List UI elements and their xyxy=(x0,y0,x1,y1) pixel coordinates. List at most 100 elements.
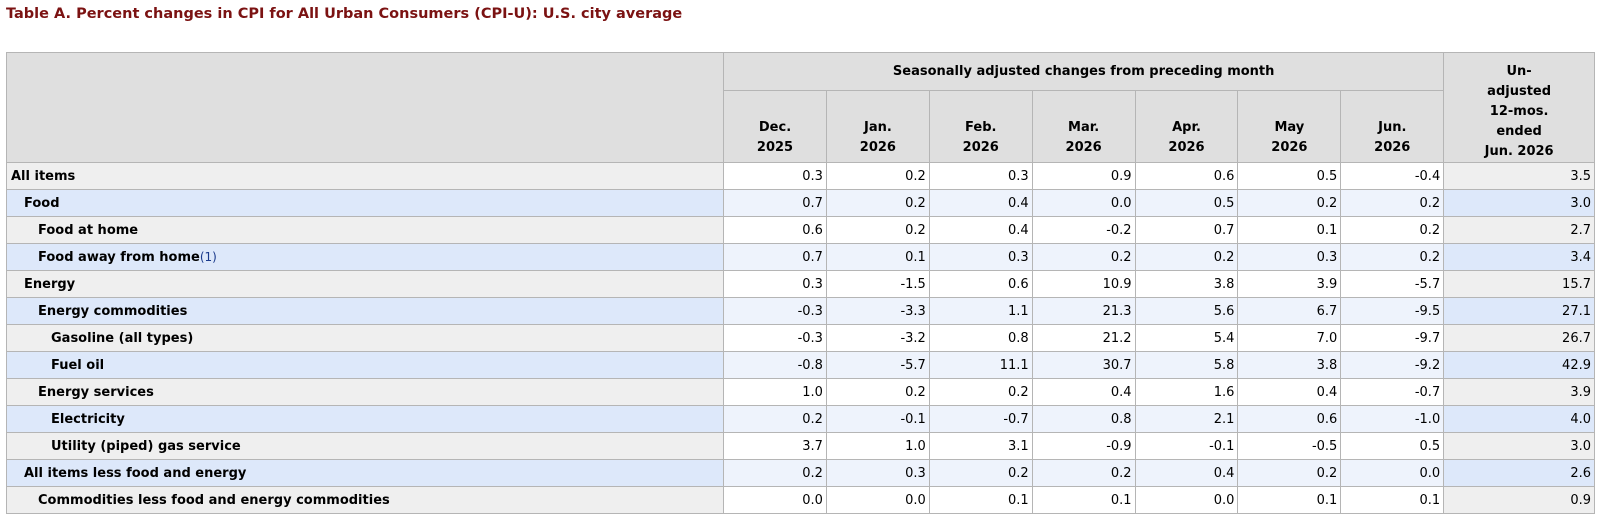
value-cell: -0.4 xyxy=(1340,162,1445,190)
value-cell: 0.1 xyxy=(1340,486,1445,514)
value-cell: 0.6 xyxy=(1134,162,1239,190)
table-row: All items less food and energy 0.2 0.3 0.2 0… xyxy=(5,459,1595,487)
value-cell: 0.3 xyxy=(928,243,1033,271)
value-cell: 0.2 xyxy=(825,216,930,244)
value-cell: 5.6 xyxy=(1134,297,1239,325)
unadjusted-value-cell: 4.0 xyxy=(1443,405,1595,433)
value-cell: -9.5 xyxy=(1340,297,1445,325)
month-column-header: Jun. 2026 xyxy=(1340,90,1445,163)
value-cell: 5.8 xyxy=(1134,351,1239,379)
value-cell: 10.9 xyxy=(1031,270,1136,298)
cpi-table: Seasonally adjusted changes from precedi… xyxy=(5,52,1595,514)
year-label: 2026 xyxy=(1271,140,1308,155)
month-label: Mar. xyxy=(1068,120,1100,135)
value-cell: 0.4 xyxy=(928,189,1033,217)
year-label: 2026 xyxy=(962,140,999,155)
table-row: Utility (piped) gas service 3.7 1.0 3.1 -0.9… xyxy=(5,432,1595,460)
item-column-header xyxy=(5,52,725,163)
value-cell: 0.6 xyxy=(928,270,1033,298)
value-cell: 0.2 xyxy=(825,378,930,406)
month-column-header: Dec. 2025 xyxy=(723,90,827,163)
table-row: Energy services 1.0 0.2 0.2 0.4 1.6 0.4 -0.7 3.9 xyxy=(5,378,1595,406)
value-cell: 0.2 xyxy=(928,459,1033,487)
value-cell: 0.8 xyxy=(1031,405,1136,433)
row-label-cell: Fuel oil xyxy=(5,351,725,379)
month-label: Jan. xyxy=(863,120,892,135)
month-column-header: Apr. 2026 xyxy=(1134,90,1239,163)
table-row: All items 0.3 0.2 0.3 0.9 0.6 0.5 -0.4 3.5 xyxy=(5,162,1595,190)
unadjusted-value-cell: 3.5 xyxy=(1443,162,1595,190)
row-label: Electricity xyxy=(51,411,125,427)
value-cell: 0.6 xyxy=(1237,405,1342,433)
value-cell: -3.3 xyxy=(825,297,930,325)
value-cell: 3.8 xyxy=(1134,270,1239,298)
value-cell: 11.1 xyxy=(928,351,1033,379)
value-cell: 0.0 xyxy=(1340,459,1445,487)
value-cell: 0.4 xyxy=(928,216,1033,244)
value-cell: 0.6 xyxy=(723,216,827,244)
value-cell: 0.2 xyxy=(1237,459,1342,487)
unadjusted-line: Un- xyxy=(1506,64,1532,79)
value-cell: 0.1 xyxy=(1237,216,1342,244)
unadjusted-value-cell: 0.9 xyxy=(1443,486,1595,514)
unadjusted-value-cell: 3.4 xyxy=(1443,243,1595,271)
unadjusted-value-cell: 15.7 xyxy=(1443,270,1595,298)
month-label: May xyxy=(1274,120,1305,135)
row-label-cell: Energy xyxy=(5,270,725,298)
value-cell: 3.7 xyxy=(723,432,827,460)
row-label: Energy services xyxy=(38,384,154,400)
value-cell: -9.7 xyxy=(1340,324,1445,352)
value-cell: -1.5 xyxy=(825,270,930,298)
value-cell: 0.4 xyxy=(1134,459,1239,487)
unadjusted-value-cell: 42.9 xyxy=(1443,351,1595,379)
value-cell: 0.2 xyxy=(1031,243,1136,271)
footnote-link[interactable]: (1) xyxy=(199,249,217,264)
value-cell: 0.8 xyxy=(928,324,1033,352)
unadjusted-value-cell: 3.0 xyxy=(1443,432,1595,460)
value-cell: -0.1 xyxy=(825,405,930,433)
value-cell: 0.3 xyxy=(723,162,827,190)
year-label: 2026 xyxy=(1374,140,1411,155)
value-cell: -0.3 xyxy=(723,324,827,352)
month-column-header: Jan. 2026 xyxy=(825,90,930,163)
header-row-group: Seasonally adjusted changes from precedi… xyxy=(5,52,1595,163)
value-cell: 21.3 xyxy=(1031,297,1136,325)
value-cell: 0.0 xyxy=(1134,486,1239,514)
row-label-cell: Commodities less food and energy commodi… xyxy=(5,486,725,514)
month-label: Dec. xyxy=(758,120,792,135)
value-cell: 1.1 xyxy=(928,297,1033,325)
value-cell: -5.7 xyxy=(825,351,930,379)
value-cell: 0.1 xyxy=(1031,486,1136,514)
value-cell: 21.2 xyxy=(1031,324,1136,352)
value-cell: 0.3 xyxy=(928,162,1033,190)
value-cell: 3.8 xyxy=(1237,351,1342,379)
value-cell: 0.9 xyxy=(1031,162,1136,190)
header-row-months: Dec. 2025 Jan. 2026 Feb. 2026 Mar. 2026 Apr. 2026… xyxy=(7,90,1595,163)
value-cell: 0.1 xyxy=(928,486,1033,514)
row-label: Food at home xyxy=(38,222,139,238)
row-label: All items xyxy=(11,168,76,184)
value-cell: 1.0 xyxy=(825,432,930,460)
value-cell: -0.7 xyxy=(928,405,1033,433)
month-column-header: Feb. 2026 xyxy=(928,90,1033,163)
value-cell: -5.7 xyxy=(1340,270,1445,298)
value-cell: -0.9 xyxy=(1031,432,1136,460)
value-cell: 0.7 xyxy=(1134,216,1239,244)
value-cell: -3.2 xyxy=(825,324,930,352)
row-label: Utility (piped) gas service xyxy=(51,438,241,454)
row-label-cell: Food at home xyxy=(5,216,725,244)
year-label: 2025 xyxy=(756,140,794,155)
value-cell: 0.7 xyxy=(723,243,827,271)
row-label: Fuel oil xyxy=(51,357,105,373)
unadjusted-value-cell: 26.7 xyxy=(1443,324,1595,352)
value-cell: -0.1 xyxy=(1134,432,1239,460)
value-cell: 0.2 xyxy=(1340,189,1445,217)
row-label-cell: Utility (piped) gas service xyxy=(5,432,725,460)
value-cell: 2.1 xyxy=(1134,405,1239,433)
table-row: Electricity 0.2 -0.1 -0.7 0.8 2.1 0.6 -1.0 4.0 xyxy=(5,405,1595,433)
row-label-cell: All items less food and energy xyxy=(5,459,725,487)
month-label: Apr. xyxy=(1172,120,1201,135)
table-row: Fuel oil -0.8 -5.7 11.1 30.7 5.8 3.8 -9.2 42.9 xyxy=(5,351,1595,379)
value-cell: -0.2 xyxy=(1031,216,1136,244)
row-label-cell: Gasoline (all types) xyxy=(5,324,725,352)
